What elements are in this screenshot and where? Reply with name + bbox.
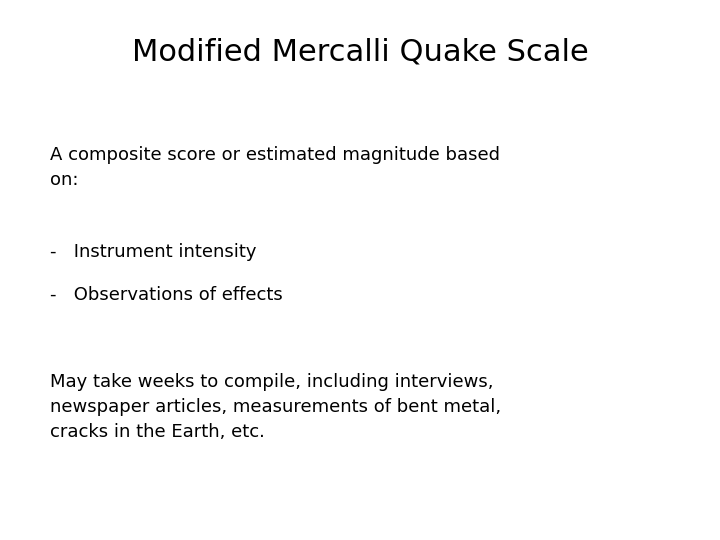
Text: Modified Mercalli Quake Scale: Modified Mercalli Quake Scale (132, 38, 588, 67)
Text: May take weeks to compile, including interviews,
newspaper articles, measurement: May take weeks to compile, including int… (50, 373, 502, 441)
Text: A composite score or estimated magnitude based
on:: A composite score or estimated magnitude… (50, 146, 500, 189)
Text: -   Instrument intensity: - Instrument intensity (50, 243, 257, 261)
Text: -   Observations of effects: - Observations of effects (50, 286, 283, 304)
